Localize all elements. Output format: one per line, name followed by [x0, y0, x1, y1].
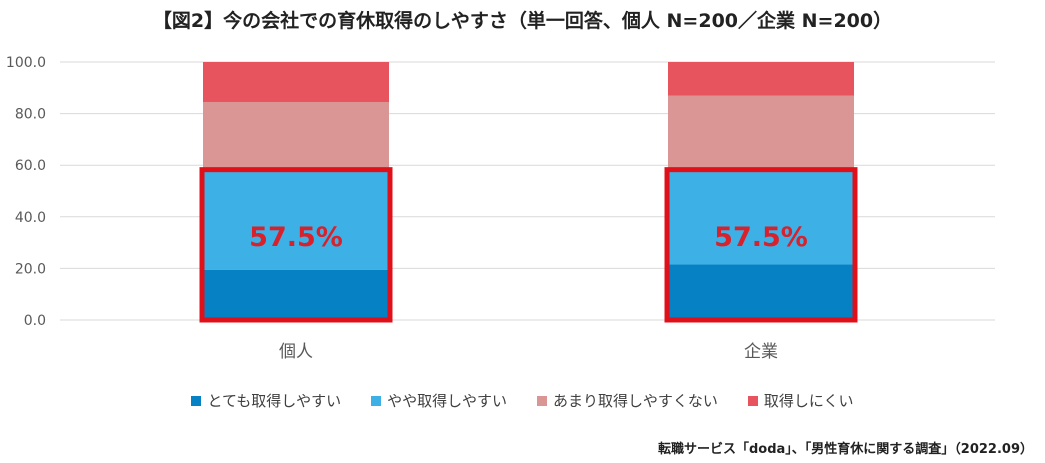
legend-item: 取得しにくい — [747, 390, 854, 411]
source-note: 転職サービス「doda」、「男性育休に関する調査」（2022.09） — [657, 442, 1033, 457]
legend-swatch — [747, 395, 758, 406]
y-tick-label: 40.0 — [15, 210, 46, 226]
y-tick-label: 0.0 — [24, 313, 46, 329]
legend-item: あまり取得しやすくない — [536, 390, 718, 411]
y-tick-label: 100.0 — [6, 55, 46, 71]
x-tick-label: 企業 — [744, 342, 778, 362]
highlight-box — [199, 167, 393, 323]
bar-segment — [668, 62, 854, 96]
legend-item: とても取得しやすい — [191, 390, 341, 411]
y-tick-label: 60.0 — [15, 158, 46, 174]
chart-title: 【図2】今の会社での育休取得のしやすさ（単一回答、個人 N=200／企業 N=2… — [152, 10, 893, 32]
y-axis-tick-labels: 0.0 20.0 40.0 60.0 80.0 100.0 — [6, 55, 46, 329]
data-label: 57.5% — [249, 222, 343, 253]
stacked-bar-chart: 0.0 20.0 40.0 60.0 80.0 100.0 個人 企業 57.5% 57.5% — [6, 55, 995, 362]
legend-label: とても取得しやすい — [207, 392, 342, 410]
legend-swatch — [371, 395, 382, 406]
y-tick-label: 80.0 — [15, 107, 46, 123]
legend-label: やや取得しやすい — [387, 392, 507, 410]
bar-segment — [203, 101, 389, 172]
legend-label: あまり取得しやすくない — [552, 392, 718, 410]
y-tick-label: 20.0 — [15, 261, 46, 277]
bar-segment — [668, 95, 854, 172]
x-axis-tick-labels: 個人 企業 — [279, 342, 778, 362]
legend-label: 取得しにくい — [763, 392, 854, 410]
bar-segment — [203, 171, 389, 270]
legend-swatch — [191, 395, 202, 406]
highlight-boxes: 57.5% 57.5% — [199, 167, 858, 323]
bar-segment — [668, 171, 854, 265]
bar-segment — [668, 264, 854, 320]
highlight-box — [664, 167, 858, 323]
legend-item: やや取得しやすい — [371, 390, 507, 411]
x-tick-label: 個人 — [279, 342, 313, 362]
bar-segments — [203, 62, 854, 320]
bar-segment — [203, 269, 389, 320]
bar-segment — [203, 62, 389, 102]
data-label: 57.5% — [714, 222, 808, 253]
legend-swatch — [536, 395, 547, 406]
legend: とても取得しやすい やや取得しやすい あまり取得しやすくない 取得しにくい — [0, 390, 1045, 411]
